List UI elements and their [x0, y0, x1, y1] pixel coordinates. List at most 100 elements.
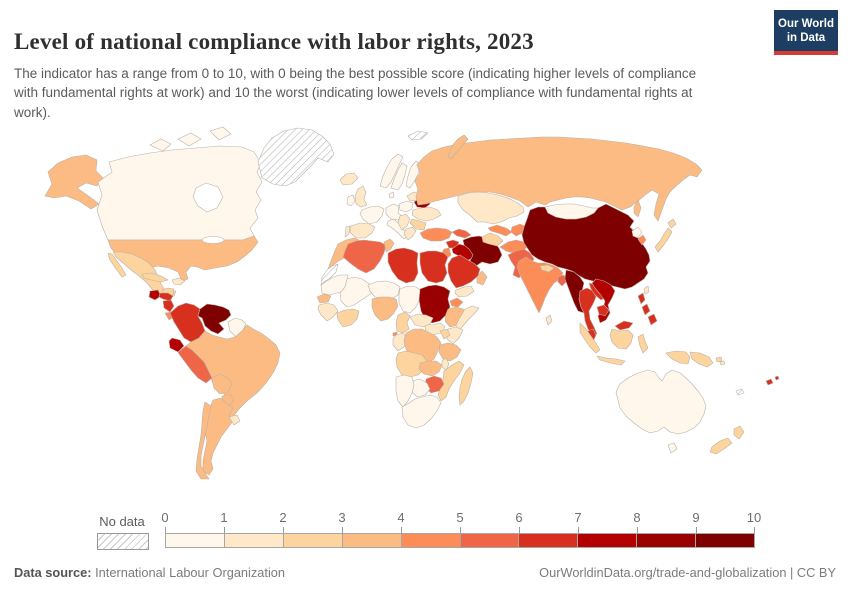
country-indonesia-java[interactable] — [596, 355, 626, 366]
country-canada-arctic-1[interactable] — [149, 138, 172, 152]
country-iceland[interactable] — [339, 172, 359, 186]
country-romania-bulgaria[interactable] — [409, 218, 427, 231]
country-uganda[interactable] — [439, 328, 451, 340]
country-spain[interactable] — [349, 222, 376, 239]
country-bangladesh[interactable] — [557, 274, 568, 287]
country-canada[interactable] — [96, 145, 263, 241]
country-philippines-visayas[interactable] — [641, 303, 651, 316]
country-kazakhstan[interactable] — [457, 191, 525, 225]
country-gabon-congo[interactable] — [392, 332, 408, 352]
legend-bin-9[interactable] — [696, 534, 755, 547]
country-solomon-islands[interactable] — [719, 360, 726, 366]
country-kenya[interactable] — [446, 326, 464, 345]
country-angola[interactable] — [395, 350, 428, 378]
country-cameroon[interactable] — [395, 311, 411, 334]
country-colombia[interactable] — [169, 302, 206, 343]
no-data-swatch[interactable] — [97, 533, 149, 550]
country-philippines-luzon[interactable] — [637, 292, 646, 305]
country-madagascar[interactable] — [458, 366, 474, 406]
country-guatemala[interactable] — [148, 289, 162, 301]
country-russia-novaya-zemlya[interactable] — [447, 134, 469, 160]
country-papua-new-guinea-nb[interactable] — [715, 356, 723, 363]
country-saudi-arabia[interactable] — [447, 254, 481, 289]
country-guinea-group[interactable] — [317, 302, 339, 322]
country-new-zealand-north[interactable] — [733, 425, 745, 440]
country-ukraine[interactable] — [411, 206, 442, 222]
country-poland[interactable] — [398, 200, 414, 213]
country-indonesia-papua[interactable] — [665, 350, 691, 365]
country-oman[interactable] — [476, 270, 488, 286]
country-chile[interactable] — [195, 401, 212, 480]
country-united-states-alaska[interactable] — [44, 154, 104, 210]
country-namibia[interactable] — [395, 374, 415, 408]
country-sri-lanka[interactable] — [545, 314, 553, 326]
country-venezuela[interactable] — [197, 303, 232, 335]
country-ivory-coast-ghana[interactable] — [336, 308, 360, 328]
country-fiji-2[interactable] — [774, 375, 780, 381]
legend-bin-8[interactable] — [637, 534, 697, 547]
country-svalbard[interactable] — [407, 130, 429, 141]
legend-bin-7[interactable] — [578, 534, 638, 547]
country-philippines-mindanao[interactable] — [647, 313, 658, 326]
country-argentina[interactable] — [202, 397, 234, 476]
country-uruguay[interactable] — [228, 414, 241, 426]
country-russia-sakhalin[interactable] — [633, 199, 642, 218]
country-egypt[interactable] — [419, 250, 449, 284]
legend-bin-3[interactable] — [342, 534, 402, 547]
country-malaysia-borneo[interactable] — [614, 320, 634, 331]
country-denmark[interactable] — [388, 191, 395, 199]
country-hispaniola[interactable] — [171, 277, 186, 286]
country-somalia[interactable] — [455, 305, 480, 334]
country-ireland[interactable] — [346, 194, 356, 207]
country-canada-arctic-3[interactable] — [209, 126, 232, 141]
country-zambia[interactable] — [418, 360, 443, 377]
country-nicaragua[interactable] — [162, 299, 175, 313]
legend-bin-1[interactable] — [224, 534, 284, 547]
country-bolivia[interactable] — [211, 373, 233, 395]
country-norway[interactable] — [379, 153, 404, 189]
country-eritrea[interactable] — [449, 297, 464, 308]
country-france[interactable] — [359, 205, 385, 225]
country-greece[interactable] — [403, 226, 417, 241]
country-nepal[interactable] — [539, 264, 555, 273]
country-north-korea[interactable] — [631, 226, 643, 239]
legend-bin-4[interactable] — [401, 534, 461, 547]
country-portugal[interactable] — [344, 225, 351, 238]
country-chad[interactable] — [398, 285, 423, 314]
country-indonesia-sumatra[interactable] — [579, 322, 601, 354]
legend-bin-6[interactable] — [519, 534, 579, 547]
country-balkans[interactable] — [397, 213, 411, 231]
country-australia[interactable] — [615, 369, 707, 435]
country-libya[interactable] — [387, 247, 419, 284]
owid-logo[interactable]: Our World in Data — [774, 10, 838, 56]
country-uzbekistan[interactable] — [487, 224, 513, 237]
country-cuba[interactable] — [141, 272, 169, 283]
country-sweden[interactable] — [390, 162, 408, 191]
country-new-caledonia[interactable] — [735, 388, 745, 396]
country-taiwan[interactable] — [643, 285, 650, 295]
country-nigeria[interactable] — [371, 296, 399, 322]
credit-link[interactable]: OurWorldinData.org/trade-and-globalizati… — [539, 565, 836, 580]
country-greenland[interactable] — [257, 127, 335, 187]
country-south-africa[interactable] — [401, 394, 442, 429]
country-algeria[interactable] — [342, 239, 387, 274]
country-western-sahara[interactable] — [320, 263, 339, 286]
country-malawi[interactable] — [441, 357, 450, 371]
country-senegal[interactable] — [316, 293, 332, 304]
country-russia[interactable] — [414, 136, 703, 222]
country-australia-tasmania[interactable] — [667, 442, 678, 454]
country-india[interactable] — [516, 256, 564, 314]
country-turkmenistan[interactable] — [481, 232, 504, 247]
legend-bin-5[interactable] — [460, 534, 520, 547]
country-new-zealand-south[interactable] — [709, 437, 733, 455]
country-indonesia-borneo[interactable] — [609, 328, 634, 350]
country-mongolia[interactable] — [544, 203, 599, 220]
country-turkey[interactable] — [419, 227, 453, 242]
country-yemen[interactable] — [454, 285, 475, 298]
country-cambodia[interactable] — [596, 304, 610, 317]
country-caucasus[interactable] — [451, 228, 472, 239]
country-united-kingdom[interactable] — [354, 185, 368, 208]
legend-bin-2[interactable] — [283, 534, 343, 547]
country-fiji-1[interactable] — [765, 378, 774, 386]
country-japan[interactable] — [654, 227, 673, 253]
